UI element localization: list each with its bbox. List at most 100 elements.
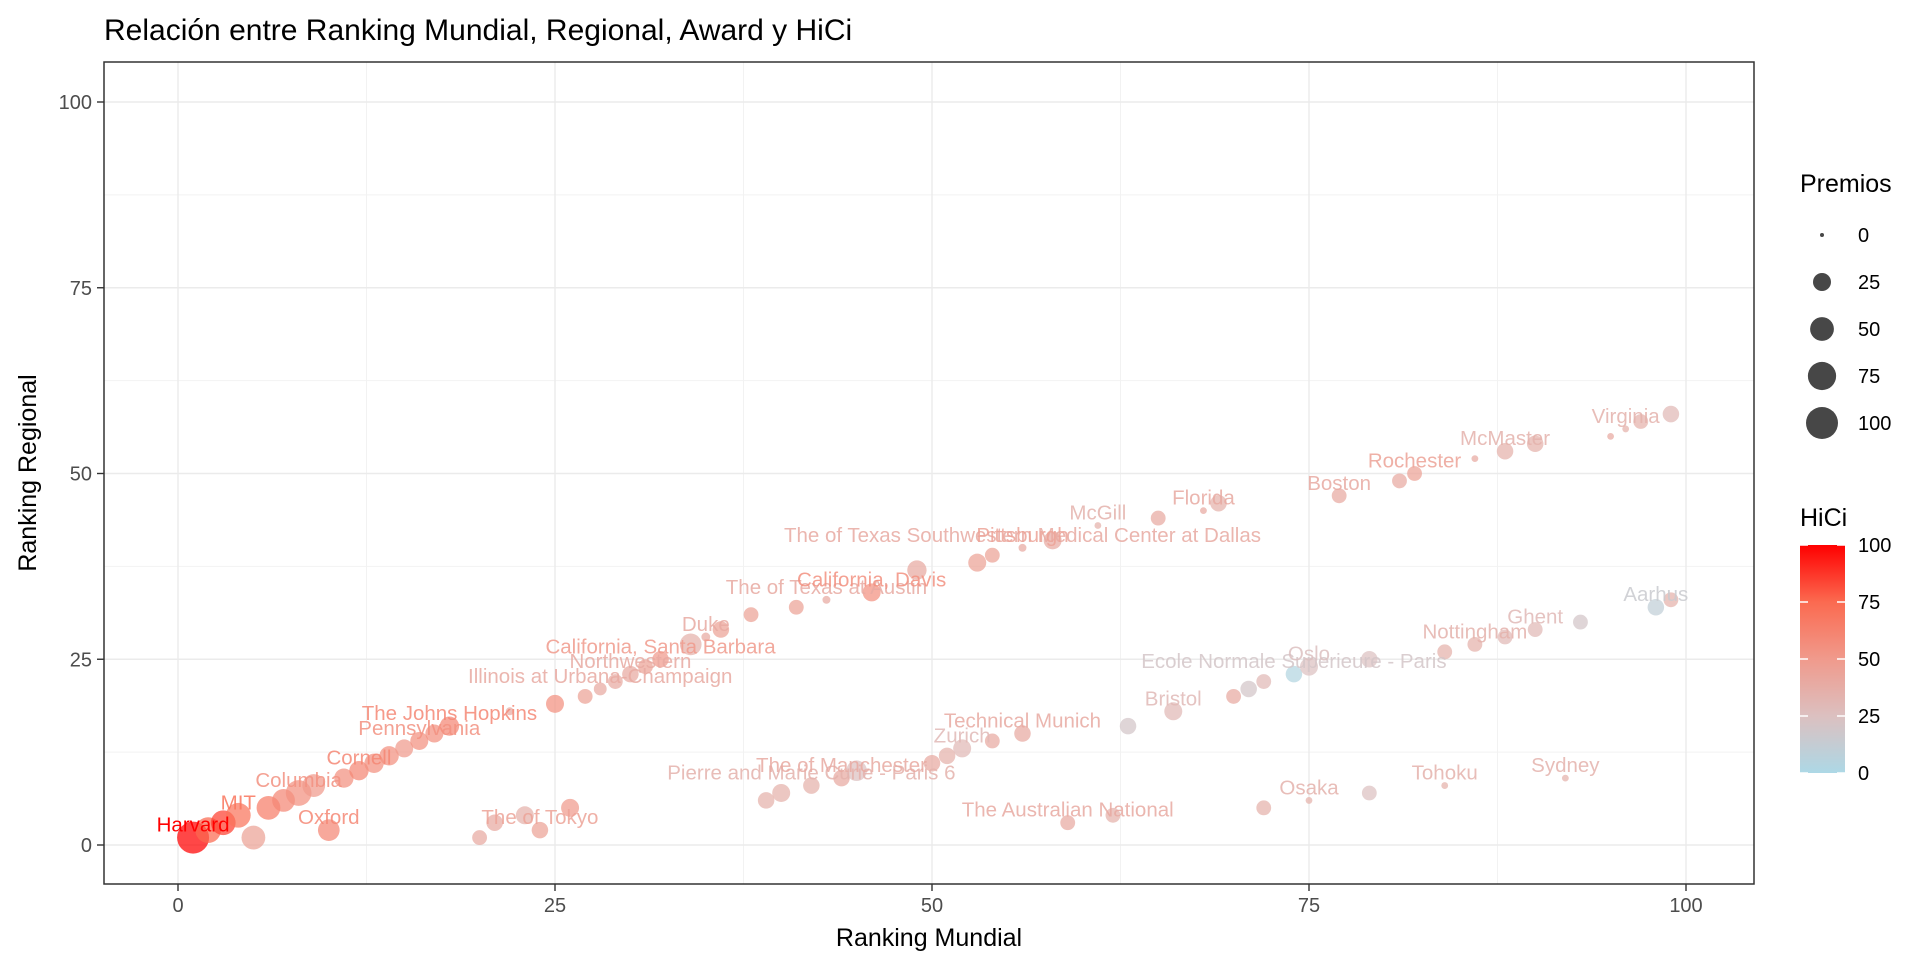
data-point xyxy=(1361,650,1378,668)
data-point xyxy=(379,746,399,766)
size-legend-key xyxy=(1806,407,1838,439)
data-point xyxy=(1094,522,1102,529)
point-label: Bristol xyxy=(1145,687,1202,710)
size-legend-key xyxy=(1820,233,1824,237)
data-point xyxy=(984,733,1000,749)
data-point xyxy=(846,760,867,781)
y-tick-label: 50 xyxy=(70,464,92,486)
chart-title: Relación entre Ranking Mundial, Regional… xyxy=(104,14,852,47)
data-point xyxy=(410,731,429,750)
point-label: Duke xyxy=(682,613,730,636)
data-point xyxy=(1361,785,1377,801)
data-point xyxy=(938,747,956,765)
data-point xyxy=(1043,531,1062,550)
data-point xyxy=(833,769,850,787)
point-label: The of Texas Southwestern Medical Center… xyxy=(784,524,1261,547)
data-point xyxy=(1240,680,1257,698)
point-label: MIT xyxy=(221,791,257,814)
color-legend-label: 100 xyxy=(1858,535,1891,557)
data-point xyxy=(1105,807,1121,823)
point-label: Cornell xyxy=(326,747,391,770)
data-point xyxy=(953,739,972,758)
size-legend-label: 0 xyxy=(1858,225,1869,247)
data-point xyxy=(788,599,804,615)
data-point xyxy=(1164,702,1183,721)
data-point xyxy=(1633,414,1649,429)
data-point xyxy=(1467,636,1483,652)
data-point xyxy=(561,798,580,817)
point-label: Technical Munich xyxy=(944,710,1101,733)
data-point xyxy=(1497,629,1513,645)
data-point xyxy=(1573,614,1588,630)
data-point xyxy=(577,688,593,704)
data-point xyxy=(679,633,702,656)
data-point xyxy=(1407,466,1422,481)
x-tick-label: 75 xyxy=(1298,895,1320,917)
data-point xyxy=(349,761,369,781)
color-legend: HiCi 0 25 50 75 100 xyxy=(1800,504,1891,785)
data-point xyxy=(1331,488,1347,504)
size-legend-label: 50 xyxy=(1858,319,1880,341)
x-tick-label: 0 xyxy=(172,895,183,917)
point-label: Pittsburgh xyxy=(976,524,1068,547)
data-point xyxy=(743,607,759,623)
data-point xyxy=(772,783,791,802)
y-tick-label: 25 xyxy=(70,649,92,671)
point-label: Tohoku xyxy=(1412,762,1478,785)
data-point xyxy=(1662,405,1680,423)
point-label: The Johns Hopkins xyxy=(362,702,537,725)
data-point xyxy=(225,802,251,828)
data-point xyxy=(907,560,927,580)
point-label: Rochester xyxy=(1368,450,1462,473)
color-legend-title: HiCi xyxy=(1800,504,1847,532)
x-tick-label: 100 xyxy=(1669,895,1702,917)
point-label: McGill xyxy=(1069,502,1126,525)
data-point xyxy=(1210,494,1227,512)
data-point xyxy=(923,755,941,772)
data-point xyxy=(1392,473,1407,489)
size-legend: Premios 0 25 50 75 100 xyxy=(1800,170,1892,439)
data-point xyxy=(1256,674,1272,689)
point-label: Virginia xyxy=(1592,405,1661,428)
point-label: McMaster xyxy=(1460,427,1550,450)
data-point xyxy=(1607,432,1614,440)
data-point xyxy=(701,632,711,642)
data-point xyxy=(968,553,987,572)
x-tick-label: 50 xyxy=(921,895,943,917)
color-legend-label: 0 xyxy=(1858,763,1869,785)
data-point xyxy=(803,777,820,794)
data-point xyxy=(1014,725,1031,742)
data-point xyxy=(822,595,831,604)
data-points xyxy=(177,405,1680,854)
size-legend-title: Premios xyxy=(1800,170,1892,198)
y-tick-label: 0 xyxy=(81,835,92,857)
point-label: The of Texas at Austin xyxy=(726,576,927,599)
data-point xyxy=(1226,688,1242,704)
point-label: Oslo xyxy=(1288,643,1330,666)
y-axis-title: Ranking Regional xyxy=(14,374,42,571)
data-point xyxy=(1526,435,1544,453)
data-point xyxy=(607,674,623,689)
data-point xyxy=(425,724,444,743)
point-label: California, Davis xyxy=(797,568,946,591)
data-point xyxy=(1060,815,1076,831)
point-label: Northwestern xyxy=(569,650,691,673)
x-axis-title: Ranking Mundial xyxy=(836,924,1022,952)
y-tick-label: 100 xyxy=(59,92,92,114)
grid-lines xyxy=(104,62,1754,884)
data-point xyxy=(241,825,266,850)
size-legend-key xyxy=(1810,317,1834,341)
data-point xyxy=(1200,507,1207,515)
data-point xyxy=(486,814,503,831)
color-legend-label: 50 xyxy=(1858,649,1880,671)
data-point xyxy=(395,739,414,758)
data-point xyxy=(1300,657,1318,676)
point-label: Zurich xyxy=(934,724,991,747)
data-point xyxy=(984,547,1000,563)
size-legend-label: 25 xyxy=(1858,272,1880,294)
color-legend-ticks: 0 25 50 75 100 xyxy=(1800,535,1891,785)
color-legend-label: 25 xyxy=(1858,706,1880,728)
